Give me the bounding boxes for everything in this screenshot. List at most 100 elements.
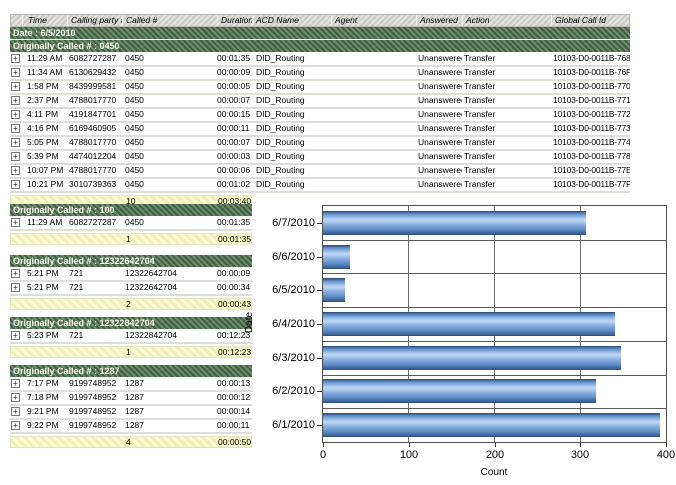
expand-plus-icon[interactable]: + <box>11 82 20 91</box>
expand-plus-icon[interactable]: + <box>11 379 20 388</box>
cell-agent <box>331 67 416 79</box>
cell-duration: 00:00:15 <box>217 109 251 119</box>
expand-plus-icon[interactable]: + <box>11 124 20 133</box>
column-header-action: Action <box>463 15 552 26</box>
cell-agent <box>331 137 416 149</box>
cell-time: 2:37 PM <box>27 95 59 105</box>
bar-6/4/2010 <box>323 312 615 336</box>
cell-time: 9:22 PM <box>27 420 59 430</box>
cell-acd: DID_Routing <box>256 109 305 119</box>
cell-calling: 721 <box>69 282 84 292</box>
y-tick-label: 6/1/2010 <box>272 419 315 431</box>
expand-cell: + <box>10 282 22 294</box>
expand-plus-icon[interactable]: + <box>11 138 20 147</box>
cell-answered: Unanswered <box>418 81 462 91</box>
horizontal-gridline <box>323 307 666 308</box>
expand-plus-icon[interactable]: + <box>11 331 20 340</box>
bar-6/1/2010 <box>323 413 660 437</box>
cell-time: 5:21 PM <box>27 268 59 278</box>
summary-spacer <box>23 299 68 309</box>
expand-cell: + <box>10 268 22 280</box>
cell-acd: DID_Routing <box>256 53 305 63</box>
horizontal-gridline <box>323 240 666 241</box>
cell-answered: Unanswered <box>418 151 462 161</box>
cell-calling: 721 <box>69 330 84 340</box>
originally-called-band: Originally Called # : 0450 <box>10 40 630 53</box>
call-table-row: +10:07 PM 4788017770 0450 00:00:06 DID_Routi… <box>10 165 630 179</box>
header-expand-column <box>11 15 23 26</box>
expand-plus-icon[interactable]: + <box>11 269 20 278</box>
x-tick-mark <box>495 443 496 447</box>
chart-plot-area <box>322 205 667 443</box>
cell-answered: Unanswered <box>418 109 462 119</box>
call-table-row: +7:17 PM 9199748952 1287 00:00:13 <box>10 378 252 392</box>
cell-global_id: 10103-D0-0011B-768 <box>553 53 630 63</box>
summary-spacer <box>68 437 123 447</box>
expand-plus-icon[interactable]: + <box>11 421 20 430</box>
cell-duration: 00:01:35 <box>217 217 251 227</box>
cell-time: 11:34 AM <box>27 67 63 77</box>
call-group: Originally Called # : 12322642704 +5:21 P… <box>10 255 252 310</box>
summary-spacer <box>68 347 123 357</box>
x-tick-label: 100 <box>399 449 419 461</box>
expand-plus-icon[interactable]: + <box>11 68 20 77</box>
expand-cell: + <box>10 406 22 418</box>
summary-total-duration: 00:01:35 <box>218 234 252 244</box>
cell-answered: Unanswered <box>418 67 462 77</box>
cell-action: Transfer <box>464 179 496 189</box>
originally-called-band: Originally Called # : 12322642704 <box>10 255 252 268</box>
cell-agent <box>331 95 416 107</box>
group-summary-row: 1 00:01:35 <box>10 233 252 245</box>
cell-calling: 4788017770 <box>69 137 117 147</box>
call-table-row: +5:39 PM 4474012204 0450 00:00:03 DID_Routin… <box>10 151 630 165</box>
cell-called: 0450 <box>125 151 144 161</box>
cell-calling: 4788017770 <box>69 165 117 175</box>
cell-agent <box>331 53 416 65</box>
cell-time: 5:05 PM <box>27 137 59 147</box>
expand-plus-icon[interactable]: + <box>11 152 20 161</box>
cell-agent <box>331 151 416 163</box>
cell-global_id: 10103-D0-0011B-770 <box>553 81 630 91</box>
expand-plus-icon[interactable]: + <box>11 96 20 105</box>
cell-time: 5:23 PM <box>27 330 59 340</box>
cell-calling: 3010739363 <box>69 179 117 189</box>
y-tick-label: 6/7/2010 <box>272 217 315 229</box>
expand-plus-icon[interactable]: + <box>11 180 20 189</box>
summary-total-duration: 00:00:50 <box>218 437 252 447</box>
expand-cell: + <box>10 67 22 79</box>
horizontal-gridline <box>323 408 666 409</box>
cell-acd: DID_Routing <box>256 165 305 175</box>
bar-6/3/2010 <box>323 346 621 370</box>
cell-duration: 00:00:13 <box>217 378 251 388</box>
y-tick-mark <box>317 257 322 258</box>
summary-total-duration: 00:03:40 <box>218 196 252 206</box>
expand-plus-icon[interactable]: + <box>11 110 20 119</box>
cell-called: 0450 <box>125 109 144 119</box>
expand-plus-icon[interactable]: + <box>11 283 20 292</box>
expand-plus-icon[interactable]: + <box>11 393 20 402</box>
cell-action: Transfer <box>464 137 496 147</box>
cell-answered: Unanswered <box>418 179 462 189</box>
cell-called: 1287 <box>125 378 144 388</box>
summary-spacer <box>23 437 68 447</box>
expand-plus-icon[interactable]: + <box>11 166 20 175</box>
cell-duration: 00:01:02 <box>217 179 251 189</box>
cell-duration: 00:00:09 <box>217 67 251 77</box>
cell-action: Transfer <box>464 53 496 63</box>
cell-acd: DID_Routing <box>256 137 305 147</box>
x-tick-label: 400 <box>656 449 676 461</box>
y-tick-mark <box>317 290 322 291</box>
cell-time: 11:29 AM <box>27 217 63 227</box>
cell-called: 0450 <box>125 67 144 77</box>
cell-calling: 4474012204 <box>69 151 117 161</box>
summary-spacer <box>11 347 23 357</box>
cell-action: Transfer <box>464 81 496 91</box>
cell-calling: 6082727287 <box>69 217 117 227</box>
expand-plus-icon[interactable]: + <box>11 218 20 227</box>
column-header-duration: Duration <box>218 15 253 26</box>
cell-agent <box>331 179 416 191</box>
expand-plus-icon[interactable]: + <box>11 407 20 416</box>
expand-plus-icon[interactable]: + <box>11 54 20 63</box>
cell-calling: 6082727287 <box>69 53 117 63</box>
summary-call-count: 10 <box>126 196 136 206</box>
